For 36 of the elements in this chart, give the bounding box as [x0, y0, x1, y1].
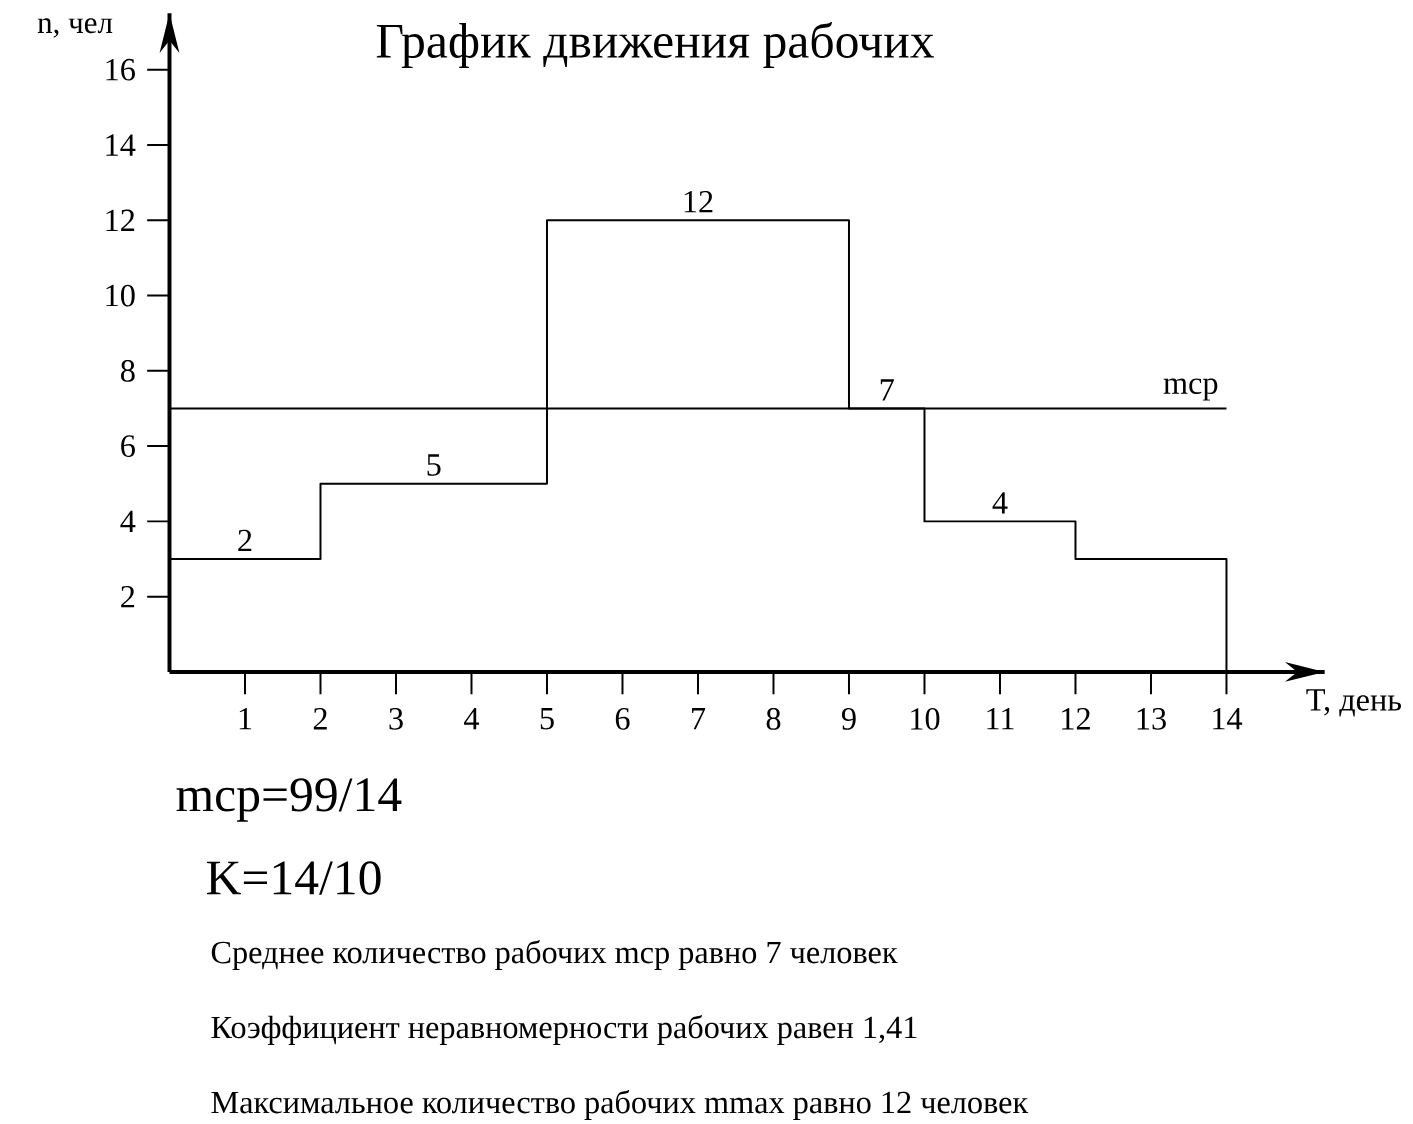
x-tick-label: 9	[841, 708, 856, 730]
text: Среднее количество рабочих mcp равно 7 человек	[211, 940, 898, 970]
y-tick-label: 10	[106, 284, 135, 307]
text: Коэффициент неравномерности рабочих равен 1,41	[211, 1014, 917, 1045]
y-tick-label: 6	[121, 435, 135, 457]
annotation: 5	[427, 454, 441, 476]
x-tick-label: 3	[389, 708, 403, 730]
x-tick-label: 5	[540, 708, 554, 730]
y-tick-label: 2	[121, 585, 135, 608]
y-tick-label: 14	[106, 134, 136, 156]
x-tick-label: 8	[766, 708, 781, 730]
x-tick-label: 7	[692, 708, 706, 730]
x-tick-label: 13	[1137, 708, 1166, 730]
annotation: 2	[238, 529, 252, 552]
text: K=14/10	[206, 861, 381, 895]
text: Максимальное количество рабочих mmax равно 12 человек	[211, 1089, 1029, 1120]
y-tick-label: 8	[121, 359, 135, 382]
x-tick-label: 12	[1062, 708, 1090, 730]
x-tick-label: 6	[615, 708, 630, 730]
x-tick-label: 1	[239, 708, 252, 730]
x-tick-label: 14	[1213, 708, 1243, 730]
annotation: 12	[684, 190, 713, 213]
x-axis-title: T, день	[1306, 689, 1401, 717]
y-tick-label: 4	[120, 510, 136, 533]
x-tick-label: 2	[313, 708, 327, 730]
y-axis-title: n, чел	[37, 18, 113, 38]
chart-title: График движения рабочих	[376, 21, 935, 69]
text: mcp=99/14	[176, 778, 402, 822]
x-tick-label: 10	[911, 708, 940, 730]
x-tick-label: 4	[464, 708, 480, 730]
annotation: 4	[992, 492, 1008, 514]
ref-line-label: mcp	[1163, 378, 1218, 401]
x-tick-label: 11	[987, 708, 1014, 730]
annotation: 7	[880, 379, 894, 401]
y-tick-label: 16	[106, 58, 135, 81]
y-tick-label: 12	[106, 209, 135, 231]
